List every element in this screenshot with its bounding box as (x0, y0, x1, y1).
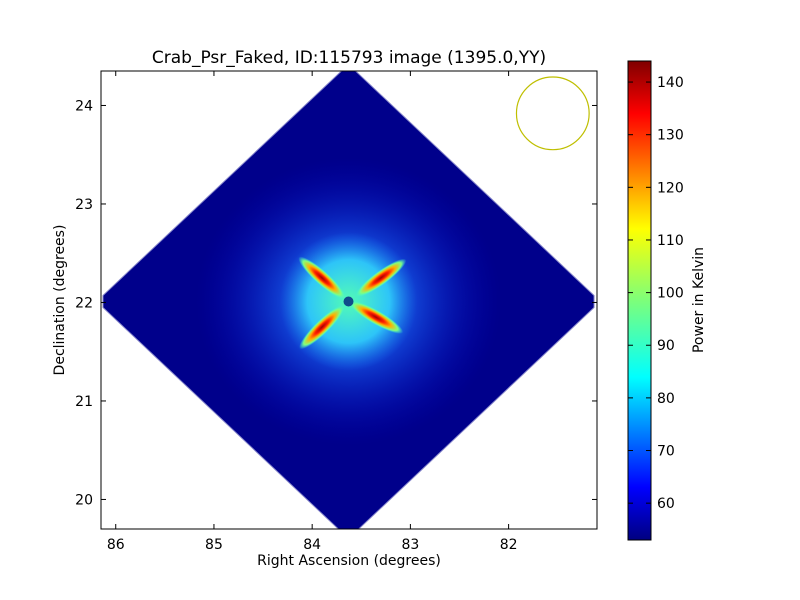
y-tick-label: 23 (75, 197, 93, 213)
hot-lobe-ne (355, 258, 407, 297)
plot-frame (100, 70, 598, 530)
colorbar: 60 70 80 90 100 110 120 130 140 Power in Kelvin (627, 60, 707, 541)
y-tick-label: 24 (75, 98, 93, 114)
x-axis-label: Right Ascension (degrees) (257, 553, 441, 569)
y-tick-label: 21 (75, 394, 93, 410)
x-tick-label: 84 (303, 537, 321, 553)
colorbar-tick-label: 80 (657, 391, 675, 407)
x-axis: 86 85 84 83 82 (107, 71, 518, 553)
x-tick-label: 83 (401, 537, 419, 553)
colorbar-tick-label: 130 (657, 128, 684, 144)
colorbar-label: Power in Kelvin (691, 247, 707, 353)
colorbar-tick-label: 100 (657, 286, 684, 302)
x-tick-label: 86 (107, 537, 125, 553)
colorbar-tick-label: 110 (657, 233, 684, 249)
colorbar-tick-label: 120 (657, 180, 684, 196)
y-axis-label: Declination (degrees) (52, 225, 68, 376)
x-tick-label: 85 (205, 537, 223, 553)
colorbar-tick-label: 60 (657, 496, 675, 512)
y-axis: 20 21 22 23 24 (75, 98, 597, 508)
y-tick-label: 22 (75, 295, 93, 311)
beam-circle (515, 76, 590, 151)
y-tick-label: 20 (75, 492, 93, 508)
hot-lobe-sw (299, 304, 345, 350)
colorbar-tick-label: 140 (657, 75, 684, 91)
x-tick-label: 82 (500, 537, 518, 553)
plot-area: 86 85 84 83 82 20 21 22 23 24 (75, 70, 598, 553)
colorbar-ticks: 60 70 80 90 100 110 120 130 140 (628, 75, 684, 512)
hot-lobe-se (348, 300, 404, 334)
chart-title: Crab_Psr_Faked, ID:115793 image (1395.0,… (152, 48, 546, 68)
central-null (343, 296, 354, 307)
hot-lobe-nw (298, 256, 346, 300)
colorbar-tick-label: 70 (657, 444, 675, 460)
colorbar-tick-label: 90 (657, 338, 675, 354)
colorbar-gradient (627, 60, 652, 541)
heatmap-image (102, 71, 595, 529)
